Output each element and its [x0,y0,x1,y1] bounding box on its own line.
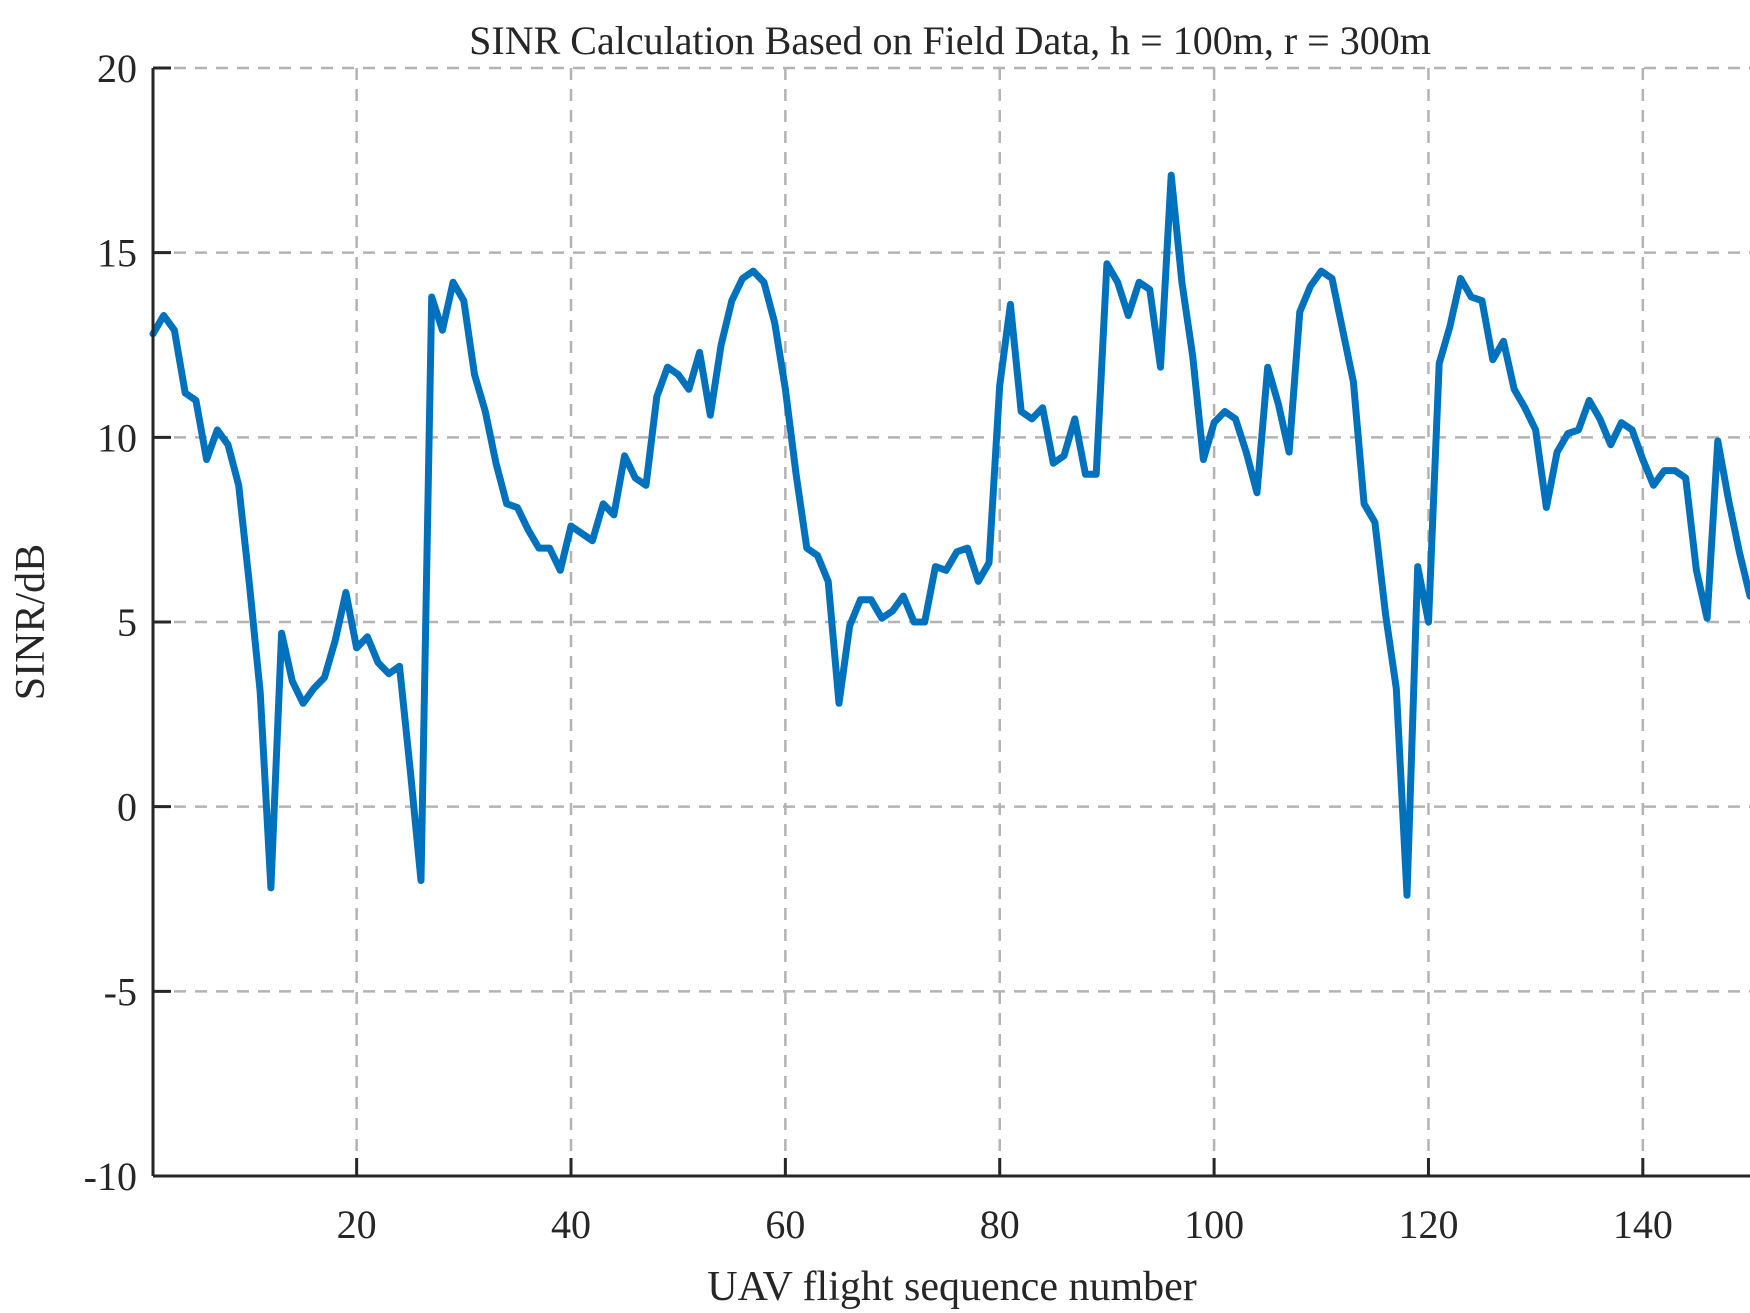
axes [151,66,1750,1178]
x-tick-label: 100 [1184,1202,1244,1247]
y-tick-label: 5 [117,600,137,645]
series-line [149,171,1750,899]
y-tick-label: -10 [84,1154,137,1199]
y-tick-label: 20 [97,46,137,91]
y-tick-label: -5 [104,969,137,1014]
chart-title: SINR Calculation Based on Field Data, h … [469,18,1431,63]
x-axis-label: UAV flight sequence number [707,1264,1197,1310]
x-tick-label: 20 [337,1202,377,1247]
y-axis-label: SINR/dB [8,544,54,700]
grid-lines [153,66,1750,1176]
y-tick-label: 15 [97,231,137,276]
series-group [149,171,1750,899]
tick-labels: -10 -5 0 5 10 15 20 20 40 60 80 100 120 140 [84,46,1673,1247]
x-tick-label: 120 [1398,1202,1458,1247]
x-tick-label: 40 [551,1202,591,1247]
y-tick-label: 0 [117,785,137,830]
x-tick-label: 140 [1613,1202,1673,1247]
x-tick-label: 80 [980,1202,1020,1247]
y-tick-label: 10 [97,415,137,460]
x-tick-label: 60 [765,1202,805,1247]
